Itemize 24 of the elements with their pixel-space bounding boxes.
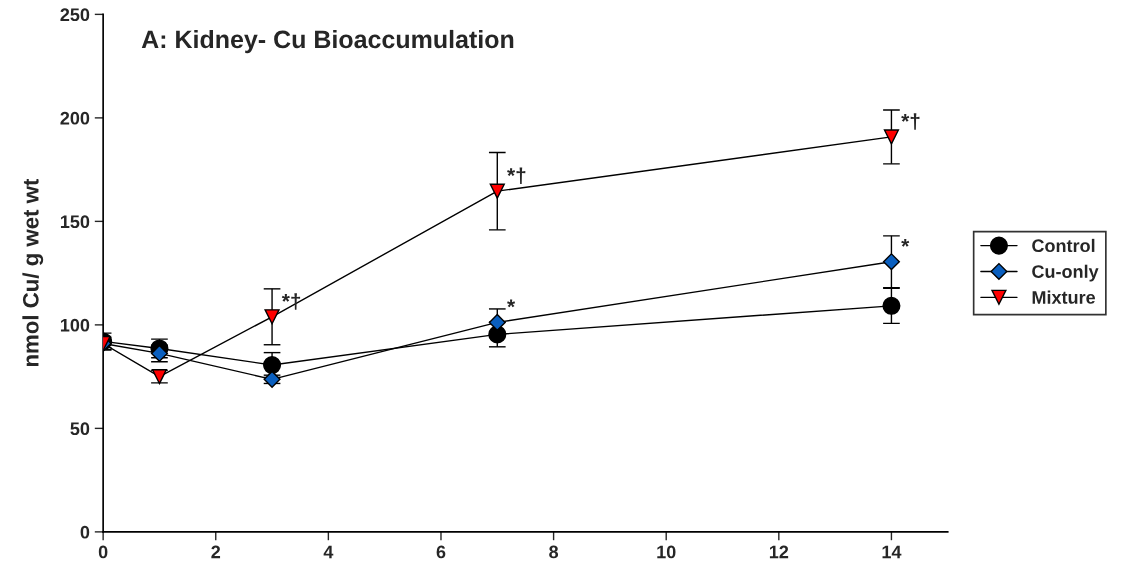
y-axis-title: nmol Cu/ g wet wt bbox=[22, 178, 44, 367]
x-tick-label: 4 bbox=[323, 545, 334, 559]
y-tick-label: 250 bbox=[60, 8, 90, 22]
annotation: *† bbox=[281, 293, 301, 310]
legend-label: Mixture bbox=[1032, 290, 1096, 304]
text: A: Kidney- Cu Bioaccumulation bbox=[141, 29, 514, 54]
x-tick-label: 8 bbox=[549, 545, 559, 559]
y-tick-label: 50 bbox=[70, 422, 90, 436]
x-tick-label: 12 bbox=[769, 545, 789, 559]
x-tick-label: 14 bbox=[882, 545, 902, 559]
x-tick-label: 2 bbox=[211, 545, 221, 559]
annotation: * bbox=[507, 299, 516, 308]
x-tick-label: 0 bbox=[98, 545, 108, 559]
y-tick-label: 100 bbox=[60, 318, 90, 332]
y-tick-label: 0 bbox=[80, 525, 90, 539]
y-tick-label: 200 bbox=[60, 111, 90, 125]
x-tick-label: 10 bbox=[657, 545, 676, 559]
x-tick-label: 6 bbox=[436, 545, 446, 559]
annotation: *† bbox=[507, 167, 526, 185]
annotation: *† bbox=[901, 113, 920, 130]
legend-label: Cu-only bbox=[1032, 264, 1099, 282]
legend-label: Control bbox=[1032, 238, 1095, 253]
y-tick-label: 150 bbox=[60, 215, 90, 229]
annotation: * bbox=[901, 238, 910, 247]
